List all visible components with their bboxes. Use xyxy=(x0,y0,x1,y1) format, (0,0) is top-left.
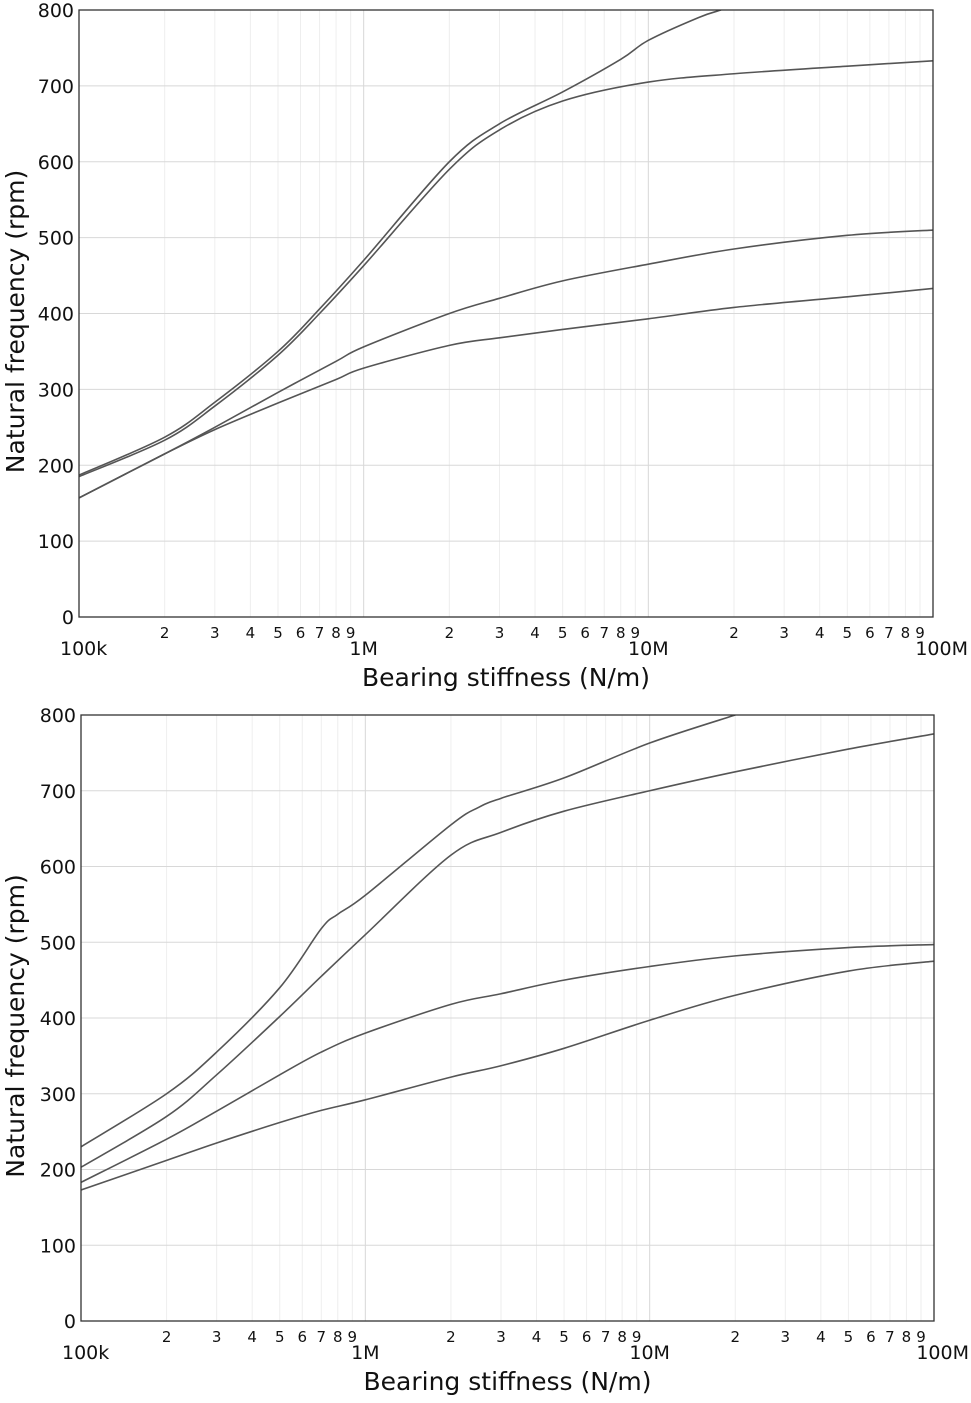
x-axis-title: Bearing stiffness (N/m) xyxy=(364,1367,652,1396)
x-minor-tick-label: 5 xyxy=(275,1328,285,1346)
x-minor-tick-label: 4 xyxy=(247,1328,257,1346)
y-tick-label: 500 xyxy=(38,228,74,250)
x-minor-tick-label: 5 xyxy=(273,624,283,642)
x-minor-tick-label: 2 xyxy=(446,1328,456,1346)
y-tick-label: 700 xyxy=(38,76,74,98)
x-minor-tick-label: 8 xyxy=(331,624,341,642)
chart-top: 0 100 200 300 400 500 600 700 800 100k 1M 10M 100M 2 3… xyxy=(1,0,968,692)
plot-frame xyxy=(78,9,934,618)
x-minor-tick-label: 6 xyxy=(582,1328,592,1346)
x-major-tick-label: 100M xyxy=(916,1342,969,1364)
x-major-tick-label: 10M xyxy=(629,1342,670,1364)
series-line-2 xyxy=(79,229,933,499)
x-major-tick-label: 1M xyxy=(349,638,377,660)
series-group xyxy=(79,10,933,499)
y-tick-label: 600 xyxy=(40,857,76,879)
x-minor-tick-label: 7 xyxy=(317,1328,327,1346)
x-minor-tick-label: 4 xyxy=(815,624,825,642)
x-major-tick-label: 100k xyxy=(60,638,107,660)
x-minor-tick-label: 3 xyxy=(495,624,505,642)
series-line-2 xyxy=(81,943,934,1184)
x-minor-tick-label: 4 xyxy=(530,624,540,642)
x-minor-tick-label: 5 xyxy=(844,1328,854,1346)
y-tick-label: 500 xyxy=(40,932,76,954)
series-line-4 xyxy=(81,715,736,1148)
x-minor-tick-label: 8 xyxy=(333,1328,343,1346)
x-minor-tick-label: 7 xyxy=(884,624,894,642)
y-tick-label: 0 xyxy=(64,1311,76,1333)
x-minor-tick-label: 8 xyxy=(901,624,911,642)
y-axis-title: Natural frequency (rpm) xyxy=(1,170,30,474)
x-minor-tick-label: 9 xyxy=(915,624,925,642)
plot-frame xyxy=(80,714,935,1322)
series-group xyxy=(81,715,934,1191)
x-minor-tick-label: 5 xyxy=(843,624,853,642)
x-minor-tick-label: 9 xyxy=(631,624,641,642)
x-minor-tick-label: 5 xyxy=(558,624,568,642)
x-minor-tick-label: 3 xyxy=(496,1328,506,1346)
y-tick-label: 200 xyxy=(38,455,74,477)
x-minor-tick-label: 8 xyxy=(902,1328,912,1346)
y-tick-label: 800 xyxy=(40,705,76,727)
x-minor-tick-label: 2 xyxy=(729,624,739,642)
x-minor-tick-label: 5 xyxy=(559,1328,569,1346)
x-minor-tick-label: 3 xyxy=(781,1328,791,1346)
x-major-tick-label: 100k xyxy=(62,1342,109,1364)
series-line-1 xyxy=(81,960,934,1191)
x-minor-tick-label: 7 xyxy=(599,624,609,642)
x-minor-tick-label: 6 xyxy=(865,624,875,642)
x-minor-tick-label: 3 xyxy=(210,624,220,642)
y-tick-label: 0 xyxy=(62,607,74,629)
x-minor-tick-label: 6 xyxy=(580,624,590,642)
x-major-tick-label: 10M xyxy=(628,638,669,660)
x-minor-tick-label: 4 xyxy=(532,1328,542,1346)
x-minor-tick-label: 2 xyxy=(445,624,455,642)
chart-bottom: 0 100 200 300 400 500 600 700 800 100k 1M 10M 100M 2 3… xyxy=(1,705,969,1396)
y-tick-label: 100 xyxy=(38,531,74,553)
x-minor-tick-label: 4 xyxy=(816,1328,826,1346)
x-major-tick-label: 100M xyxy=(915,638,968,660)
series-line-3 xyxy=(79,60,933,478)
x-minor-tick-label: 2 xyxy=(730,1328,740,1346)
x-minor-tick-label: 6 xyxy=(296,624,306,642)
x-minor-tick-label: 3 xyxy=(779,624,789,642)
y-axis-title: Natural frequency (rpm) xyxy=(1,874,30,1178)
x-minor-tick-label: 6 xyxy=(297,1328,307,1346)
y-tick-label: 200 xyxy=(40,1160,76,1182)
x-minor-tick-label: 7 xyxy=(315,624,325,642)
y-tick-label: 100 xyxy=(40,1235,76,1257)
y-tick-label: 400 xyxy=(40,1008,76,1030)
x-axis-title: Bearing stiffness (N/m) xyxy=(362,663,650,692)
x-minor-tick-label: 8 xyxy=(616,624,626,642)
x-minor-tick-label: 8 xyxy=(617,1328,627,1346)
x-minor-tick-label: 7 xyxy=(885,1328,895,1346)
x-major-tick-label: 1M xyxy=(351,1342,379,1364)
y-tick-label: 400 xyxy=(38,304,74,326)
x-minor-tick-label: 3 xyxy=(212,1328,222,1346)
series-line-1 xyxy=(79,287,933,499)
y-tick-label: 600 xyxy=(38,152,74,174)
y-tick-label: 300 xyxy=(38,379,74,401)
x-minor-tick-label: 9 xyxy=(632,1328,642,1346)
y-tick-label: 300 xyxy=(40,1084,76,1106)
series-line-4 xyxy=(79,10,722,476)
x-minor-tick-label: 6 xyxy=(866,1328,876,1346)
x-minor-tick-label: 2 xyxy=(160,624,170,642)
x-minor-tick-label: 4 xyxy=(246,624,256,642)
y-tick-label: 800 xyxy=(38,0,74,22)
x-minor-tick-label: 9 xyxy=(916,1328,926,1346)
x-minor-tick-label: 9 xyxy=(346,624,356,642)
y-tick-label: 700 xyxy=(40,781,76,803)
x-minor-tick-label: 7 xyxy=(601,1328,611,1346)
series-line-3 xyxy=(81,733,934,1168)
x-minor-tick-label: 9 xyxy=(348,1328,358,1346)
x-minor-tick-label: 2 xyxy=(162,1328,172,1346)
